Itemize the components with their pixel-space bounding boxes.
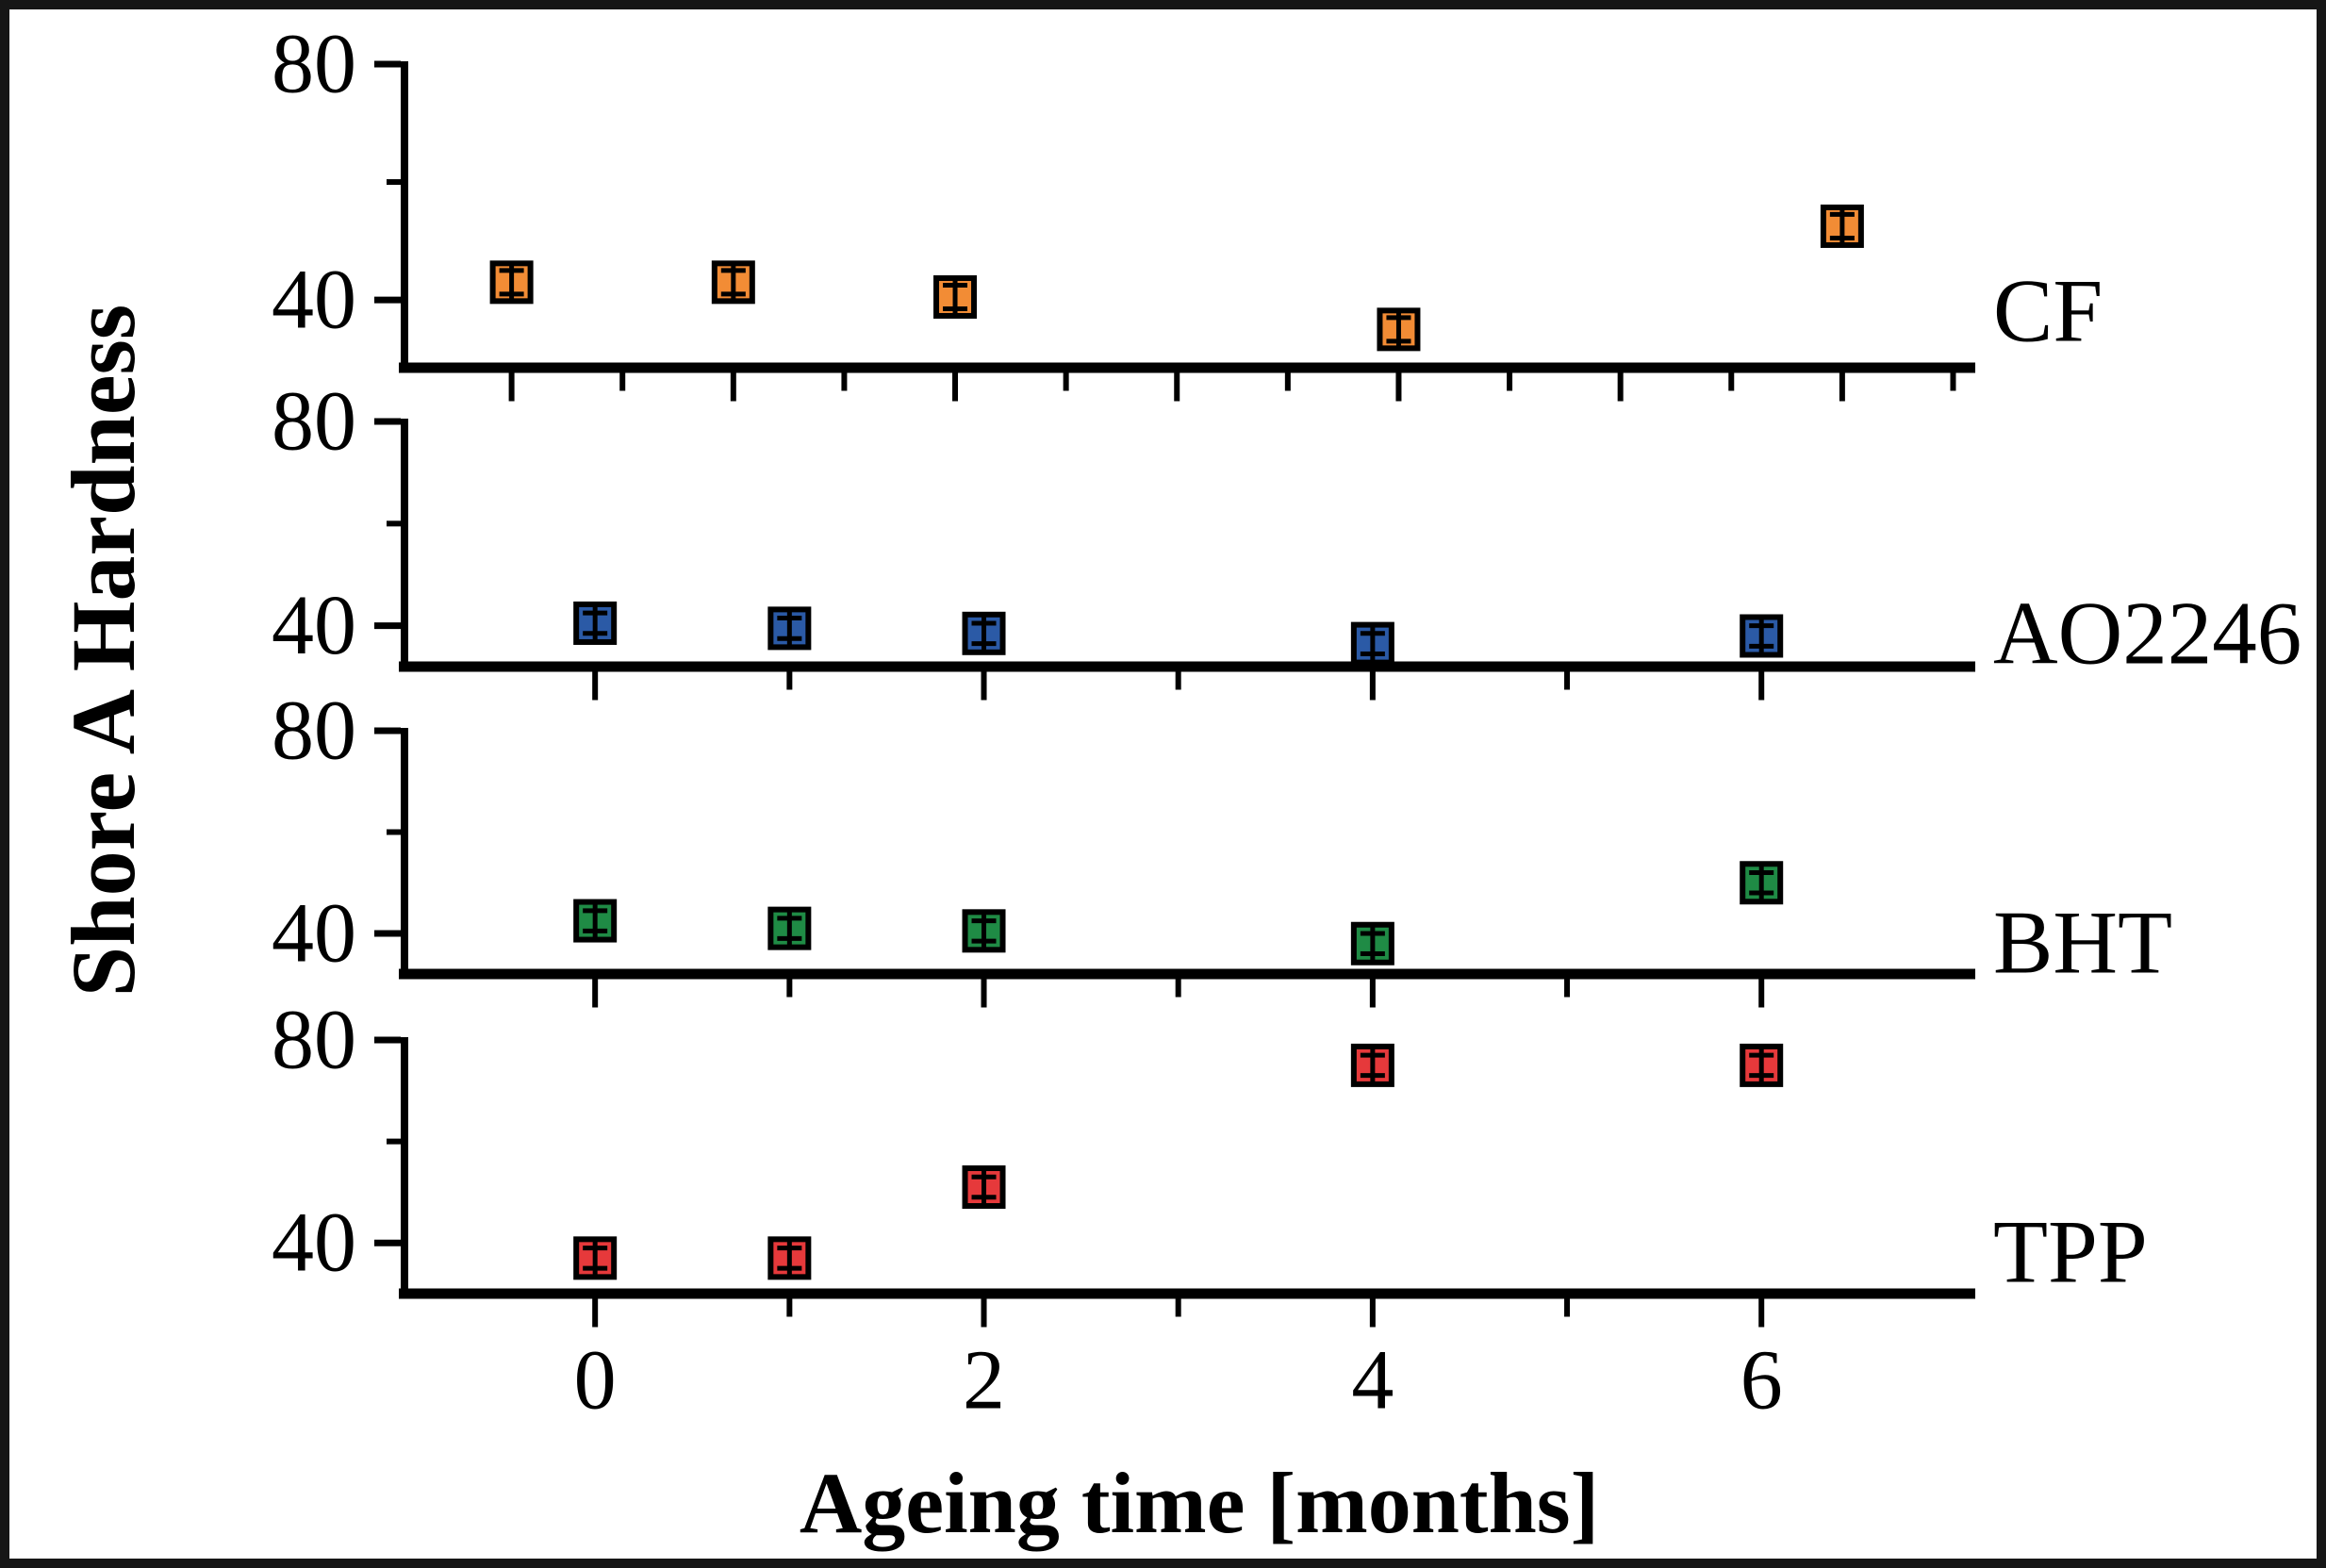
series-label-ao2246: AO2246	[1993, 583, 2302, 684]
x-tick-label: 4	[1351, 1334, 1394, 1428]
series-label-tpp: TPP	[1993, 1201, 2148, 1302]
x-tick-label: 0	[574, 1334, 617, 1428]
y-tick-label: 80	[272, 375, 356, 469]
y-tick-label: 40	[272, 579, 356, 672]
y-tick-label: 40	[272, 887, 356, 981]
x-tick-label: 2	[963, 1334, 1005, 1428]
x-tick-label: 6	[1740, 1334, 1783, 1428]
y-tick-label: 40	[272, 1197, 356, 1290]
y-tick-label: 80	[272, 18, 356, 111]
x-axis-title: Ageing time [months]	[799, 1455, 1600, 1551]
y-tick-label: 80	[272, 994, 356, 1087]
series-label-bht: BHT	[1993, 892, 2172, 993]
series-label-cf: CF	[1993, 260, 2103, 361]
y-tick-label: 40	[272, 254, 356, 347]
y-axis-title: Shore A Hardness	[53, 304, 154, 998]
y-tick-label: 80	[272, 685, 356, 778]
